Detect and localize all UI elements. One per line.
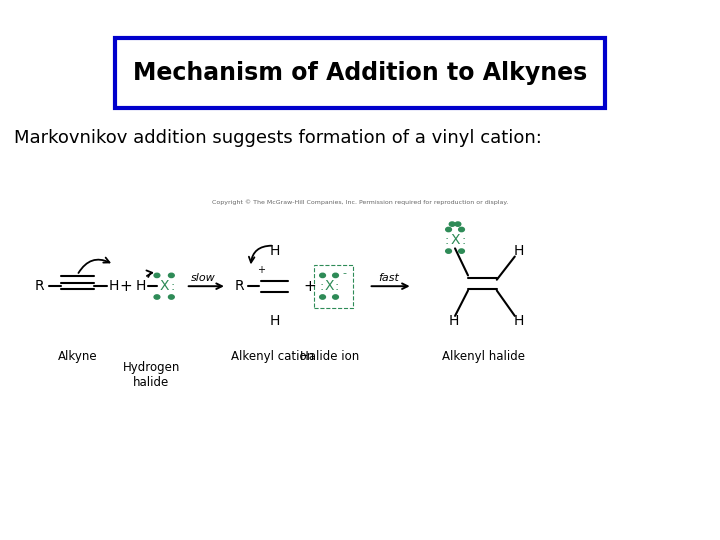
Text: Alkenyl halide: Alkenyl halide — [442, 350, 526, 363]
Text: +: + — [120, 279, 132, 294]
Circle shape — [168, 273, 174, 278]
Text: fast: fast — [379, 273, 399, 283]
Text: H: H — [269, 244, 279, 258]
Text: H: H — [135, 279, 145, 293]
Text: :: : — [444, 234, 449, 247]
Text: H: H — [109, 279, 119, 293]
Circle shape — [455, 222, 461, 226]
Text: :: : — [320, 280, 324, 293]
Text: H: H — [449, 314, 459, 328]
Text: H: H — [513, 314, 523, 328]
Text: Alkyne: Alkyne — [58, 350, 98, 363]
Text: -: - — [342, 268, 346, 278]
Circle shape — [154, 295, 160, 299]
Circle shape — [320, 273, 325, 278]
Circle shape — [333, 273, 338, 278]
Text: :: : — [462, 234, 466, 247]
Text: Copyright © The McGraw-Hill Companies, Inc. Permission required for reproduction: Copyright © The McGraw-Hill Companies, I… — [212, 200, 508, 205]
Text: slow: slow — [191, 273, 215, 283]
Circle shape — [333, 295, 338, 299]
Text: H: H — [269, 314, 279, 328]
Text: +: + — [303, 279, 316, 294]
Text: X: X — [324, 279, 334, 293]
Text: R: R — [234, 279, 244, 293]
Text: X: X — [159, 279, 169, 293]
Circle shape — [446, 249, 451, 253]
Text: X: X — [450, 233, 460, 247]
Circle shape — [446, 227, 451, 232]
Text: +: + — [257, 265, 266, 275]
Circle shape — [168, 295, 174, 299]
Circle shape — [459, 227, 464, 232]
Bar — [115, 38, 605, 108]
Text: :: : — [171, 280, 175, 293]
Circle shape — [449, 222, 455, 226]
Circle shape — [459, 249, 464, 253]
Text: Mechanism of Addition to Alkynes: Mechanism of Addition to Alkynes — [133, 61, 587, 85]
Text: Markovnikov addition suggests formation of a vinyl cation:: Markovnikov addition suggests formation … — [14, 129, 542, 147]
FancyArrowPatch shape — [78, 258, 109, 273]
Circle shape — [320, 295, 325, 299]
Text: Alkenyl cation: Alkenyl cation — [230, 350, 314, 363]
Text: R: R — [35, 279, 45, 293]
Text: Hydrogen
halide: Hydrogen halide — [122, 361, 180, 389]
FancyArrowPatch shape — [146, 271, 152, 277]
Circle shape — [154, 273, 160, 278]
Text: Halide ion: Halide ion — [300, 350, 359, 363]
FancyArrowPatch shape — [249, 246, 271, 262]
Text: H: H — [513, 244, 523, 258]
Text: :: : — [335, 280, 339, 293]
